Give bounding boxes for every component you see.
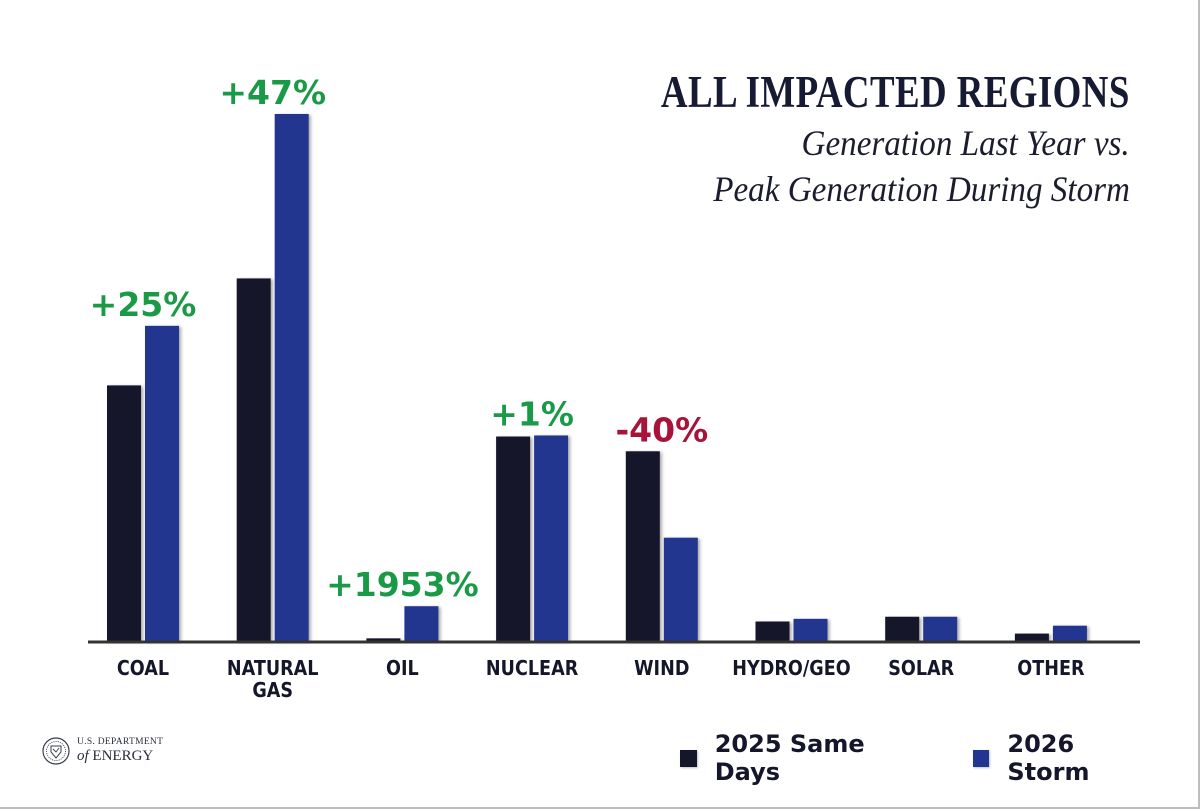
x-tick-label: WIND: [634, 658, 689, 680]
logo-line1: U.S. DEPARTMENT: [77, 736, 164, 747]
legend-item-2025: 2025 Same Days: [680, 730, 935, 786]
bar-2025-other: [1014, 633, 1049, 641]
change-label: +1953%: [326, 565, 479, 604]
bar-2025-oil: [366, 638, 401, 641]
x-tick-label: NATURAL GAS: [227, 658, 319, 702]
bar-2025-solar: [885, 616, 920, 641]
legend-item-2026: 2026 Storm: [972, 730, 1162, 786]
doe-seal-icon: [42, 737, 70, 765]
x-tick-label: NUCLEAR: [486, 658, 579, 680]
chart-title: ALL IMPACTED REGIONS: [661, 67, 1130, 117]
legend-label-2026: 2026 Storm: [1007, 730, 1090, 786]
x-tick-label: COAL: [117, 658, 169, 680]
bar-2026-solar: [923, 616, 958, 641]
bar-2025-hydro-geo: [755, 621, 790, 641]
bar-2026-hydro-geo: [793, 618, 828, 641]
x-tick-label: OTHER: [1017, 658, 1085, 680]
chart-subtitle-line1: Generation Last Year vs.: [801, 123, 1130, 163]
logo-line2: of ENERGY: [77, 749, 163, 764]
change-label: +47%: [219, 73, 326, 112]
logo-energy: ENERGY: [92, 748, 154, 765]
bar-2025-natural-gas: [236, 278, 271, 641]
chart-subtitle-line2: Peak Generation During Storm: [713, 169, 1130, 209]
legend: 2025 Same Days 2026 Storm: [680, 730, 1200, 786]
legend-label-2025: 2025 Same Days: [714, 730, 865, 786]
logo-of: of: [77, 748, 89, 765]
bar-2026-wind: [663, 537, 698, 641]
doe-logo: U.S. DEPARTMENT of ENERGY: [42, 737, 163, 765]
bar-2025-nuclear: [496, 436, 531, 641]
change-label: -40%: [615, 410, 708, 449]
legend-swatch-2026: [972, 749, 990, 767]
bar-2026-natural-gas: [274, 114, 309, 641]
bar-2025-wind: [625, 451, 660, 641]
change-label: +25%: [90, 285, 197, 324]
bar-2026-oil: [404, 606, 439, 641]
x-tick-label: HYDRO/GEO: [732, 658, 850, 680]
x-tick-label: OIL: [386, 658, 419, 680]
change-label: +1%: [490, 394, 574, 433]
bar-2026-nuclear: [534, 435, 569, 641]
bar-2026-coal: [145, 325, 179, 641]
x-tick-label: SOLAR: [888, 658, 954, 680]
legend-swatch-2025: [680, 749, 697, 767]
bar-2026-other: [1052, 625, 1087, 641]
bar-2025-coal: [107, 385, 141, 641]
